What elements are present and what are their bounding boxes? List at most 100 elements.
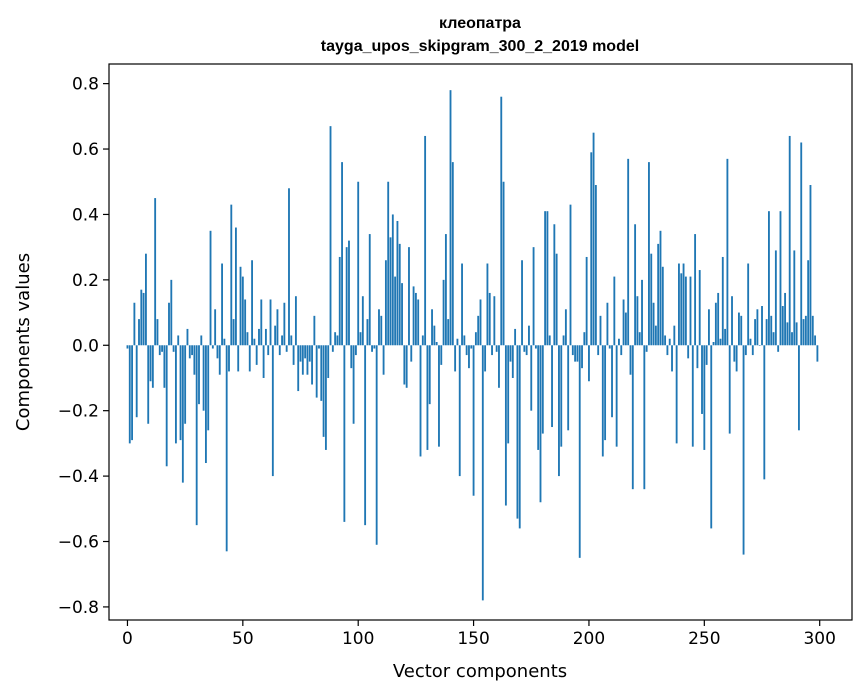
bar <box>161 345 163 352</box>
bar <box>327 345 330 378</box>
x-tick-label: 50 <box>232 629 254 649</box>
bar <box>218 345 221 375</box>
bar <box>225 345 228 552</box>
bar <box>601 345 604 457</box>
bar <box>784 292 787 346</box>
bar <box>241 276 244 346</box>
x-tick-label: 100 <box>342 629 374 649</box>
bar <box>188 345 191 359</box>
bar <box>396 220 399 346</box>
bar <box>262 345 265 378</box>
bar <box>521 260 523 346</box>
bar <box>440 345 443 365</box>
bar <box>523 345 526 352</box>
bar <box>634 224 637 346</box>
bar <box>675 345 678 444</box>
bar <box>274 325 277 346</box>
bar <box>401 283 403 346</box>
bar <box>341 162 343 346</box>
bar <box>576 345 579 362</box>
y-tick-label: 0.4 <box>72 205 99 225</box>
bar <box>456 338 459 346</box>
bar <box>544 211 547 346</box>
bar <box>168 302 170 346</box>
x-tick-label: 0 <box>122 629 133 649</box>
bar <box>599 315 602 346</box>
bar <box>588 345 590 382</box>
bar <box>380 315 383 346</box>
chart-title: клеопатра <box>439 15 521 32</box>
bar <box>777 345 780 352</box>
bar <box>281 335 283 346</box>
bar <box>638 332 641 346</box>
bar <box>410 345 413 362</box>
bar <box>791 332 793 346</box>
bar <box>811 315 814 346</box>
chart-subtitle: tayga_upos_skipgram_300_2_2019 model <box>321 38 639 55</box>
bar <box>645 345 648 352</box>
bar <box>758 345 761 346</box>
bar <box>484 345 487 372</box>
bar <box>629 345 632 375</box>
bar <box>350 345 353 369</box>
bar <box>604 345 607 441</box>
bar <box>288 188 290 346</box>
bar <box>391 214 394 346</box>
bar <box>474 332 477 346</box>
bar <box>694 234 697 346</box>
bar <box>294 296 297 346</box>
bar <box>313 315 316 346</box>
bar <box>269 299 272 346</box>
bar <box>481 345 484 601</box>
bar <box>641 279 643 346</box>
bar <box>324 345 327 450</box>
bar <box>359 332 362 346</box>
bar <box>560 345 563 447</box>
bar <box>666 345 669 356</box>
bar <box>221 263 223 346</box>
bar <box>438 345 440 447</box>
y-tick-label: −0.4 <box>58 467 99 487</box>
bar <box>315 345 318 398</box>
bar <box>726 158 729 346</box>
x-tick-label: 250 <box>688 629 720 649</box>
bar <box>195 345 198 526</box>
bar <box>126 345 129 349</box>
bar <box>417 299 420 346</box>
bar <box>698 270 701 346</box>
bar <box>389 237 392 346</box>
bar <box>627 158 630 346</box>
bar <box>530 345 533 411</box>
bar <box>154 198 157 346</box>
bar <box>348 240 350 346</box>
bar <box>735 345 738 372</box>
bar <box>684 276 687 346</box>
bar <box>779 211 782 346</box>
bar <box>710 345 713 529</box>
bar <box>479 299 482 346</box>
bar <box>680 273 683 346</box>
bar <box>343 345 346 522</box>
bar <box>264 328 267 346</box>
bar <box>671 345 673 372</box>
y-tick-label: 0.2 <box>72 271 99 291</box>
axis-ticks: 0 50 100 150 200 250 300 −0.8 −0.6 −0.4 −0.2 0.0 0.2… <box>58 75 836 649</box>
y-tick-label: 0.6 <box>72 140 99 160</box>
bar <box>200 335 203 346</box>
bar <box>654 325 657 346</box>
bar <box>728 345 731 434</box>
y-axis-label: Components values <box>13 253 34 431</box>
bar-series <box>126 90 819 601</box>
bar <box>223 338 226 346</box>
bar <box>733 345 736 362</box>
bar <box>622 299 625 346</box>
bar <box>564 309 567 346</box>
x-tick-label: 200 <box>573 629 605 649</box>
bar <box>371 345 373 352</box>
bar <box>198 345 200 405</box>
bar <box>244 299 247 346</box>
bar <box>541 345 544 434</box>
bar <box>267 345 270 356</box>
